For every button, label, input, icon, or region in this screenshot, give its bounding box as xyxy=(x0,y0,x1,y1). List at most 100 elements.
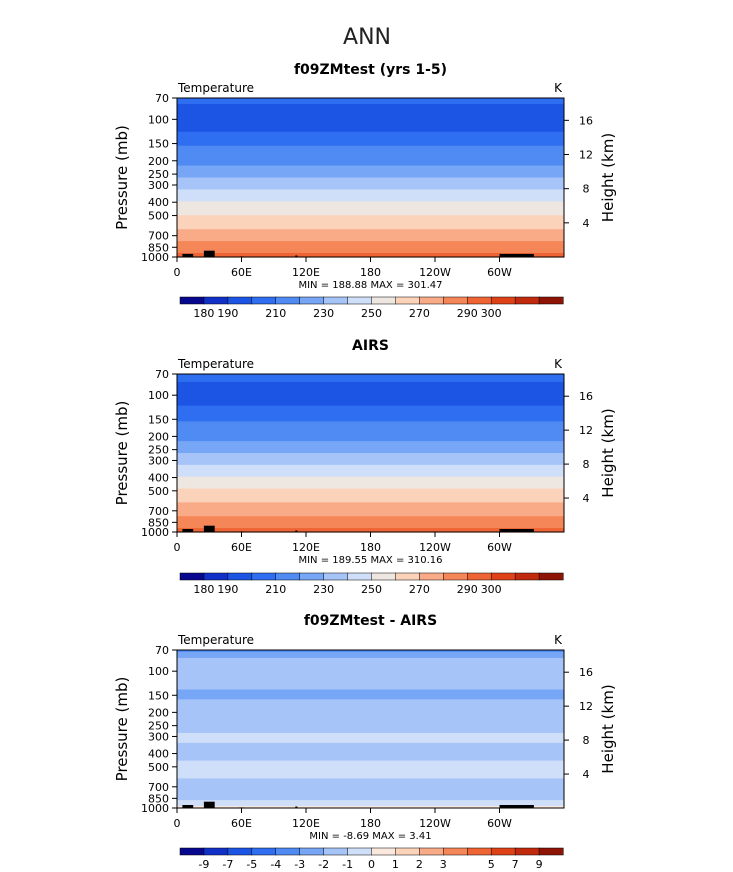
colorbar-label: 270 xyxy=(409,583,430,596)
colorbar-swatch xyxy=(227,847,253,856)
x-tick-label: 120W xyxy=(419,541,451,554)
colorbar-label: 300 xyxy=(481,307,502,320)
contour-band xyxy=(177,167,564,171)
contour-band xyxy=(177,492,564,496)
colorbar-label: 300 xyxy=(481,583,502,596)
contour-band xyxy=(177,201,564,204)
right-tick-label: 4 xyxy=(583,492,590,505)
colorbar-label: -5 xyxy=(246,858,257,871)
contour-band xyxy=(177,516,564,519)
y-tick-label: 400 xyxy=(148,472,169,485)
colorbar-label: -2 xyxy=(318,858,329,871)
x-tick-label: 60E xyxy=(231,266,252,279)
colorbar-swatch xyxy=(490,572,516,581)
units-label: K xyxy=(554,633,563,647)
contour-band xyxy=(177,181,564,185)
contour-band xyxy=(177,707,564,710)
contour-band xyxy=(177,758,564,762)
contour-band xyxy=(177,453,564,456)
contour-band xyxy=(177,115,564,119)
y-tick-label: 700 xyxy=(148,230,169,243)
contour-band xyxy=(177,456,564,460)
contour-band xyxy=(177,189,564,193)
colorbar-swatch xyxy=(371,296,396,305)
chart-panel-1: f09ZMtest (yrs 1-5) Temperature K 70 100 150 2… xyxy=(113,62,617,320)
contour-band xyxy=(177,249,564,252)
colorbar-swatch xyxy=(251,847,277,856)
colorbar-swatch xyxy=(203,296,229,305)
contour-band xyxy=(177,451,564,454)
contour-band xyxy=(177,439,564,442)
contour-band xyxy=(177,772,564,776)
y-tick-label: 250 xyxy=(148,168,169,181)
contour-band xyxy=(177,500,564,503)
colorbar-swatch xyxy=(179,572,205,581)
contour-band xyxy=(177,663,564,667)
contour-band xyxy=(177,411,564,415)
contour-band xyxy=(177,179,564,183)
contour-band xyxy=(177,675,564,679)
topography-mask xyxy=(203,801,215,808)
contour-band xyxy=(177,752,564,756)
contour-band xyxy=(177,125,564,129)
contour-band xyxy=(177,435,564,438)
colorbar-swatch xyxy=(323,847,349,856)
x-tick-label: 120W xyxy=(419,266,451,279)
contour-band xyxy=(177,784,564,787)
contour-band xyxy=(177,149,564,153)
colorbar-swatch xyxy=(514,296,540,305)
contour-band xyxy=(177,383,564,387)
contour-band xyxy=(177,496,564,500)
contour-band xyxy=(177,151,564,155)
contour-band xyxy=(177,389,564,393)
contour-band xyxy=(177,161,564,165)
y-tick-label: 250 xyxy=(148,444,169,457)
contour-band xyxy=(177,800,564,803)
contour-band xyxy=(177,794,564,797)
variable-label: Temperature xyxy=(177,357,254,371)
contour-band xyxy=(177,415,564,419)
y-tick-label: 1000 xyxy=(141,251,169,264)
y-tick-label: 150 xyxy=(148,138,169,151)
contour-band xyxy=(177,782,564,785)
contour-band xyxy=(177,776,564,779)
contour-band xyxy=(177,498,564,501)
contour-band xyxy=(177,213,564,216)
contour-band xyxy=(177,701,564,704)
right-axis-label: Height (km) xyxy=(599,684,617,773)
right-tick-label: 8 xyxy=(583,458,590,471)
colorbar-swatch xyxy=(371,847,396,856)
y-tick-label: 700 xyxy=(148,505,169,518)
contour-band xyxy=(177,693,564,697)
contour-band xyxy=(177,705,564,708)
contour-band xyxy=(177,796,564,799)
right-tick-label: 8 xyxy=(583,734,590,747)
contour-band xyxy=(177,482,564,486)
colorbar-swatch xyxy=(323,572,349,581)
colorbar-swatch xyxy=(203,847,229,856)
contour-band xyxy=(177,401,564,405)
colorbar-swatch xyxy=(347,296,373,305)
y-tick-label: 500 xyxy=(148,485,169,498)
contour-band xyxy=(177,419,564,422)
colorbar-label: 210 xyxy=(265,307,286,320)
contour-band xyxy=(177,711,564,714)
contour-band xyxy=(177,653,564,657)
colorbar-swatch xyxy=(467,296,492,305)
contour-band xyxy=(177,193,564,196)
contour-band xyxy=(177,740,564,744)
contour-band xyxy=(177,159,564,163)
colorbar-swatch xyxy=(371,572,396,581)
contour-band xyxy=(177,746,564,750)
contour-band xyxy=(177,788,564,791)
contour-band xyxy=(177,381,564,385)
contour-band xyxy=(177,241,564,244)
contour-band xyxy=(177,695,564,698)
contour-band xyxy=(177,661,564,665)
colorbar-swatch xyxy=(443,847,468,856)
contour-band xyxy=(177,703,564,706)
x-tick-label: 0 xyxy=(174,266,181,279)
contour-band xyxy=(177,802,564,805)
y-tick-label: 300 xyxy=(148,179,169,192)
